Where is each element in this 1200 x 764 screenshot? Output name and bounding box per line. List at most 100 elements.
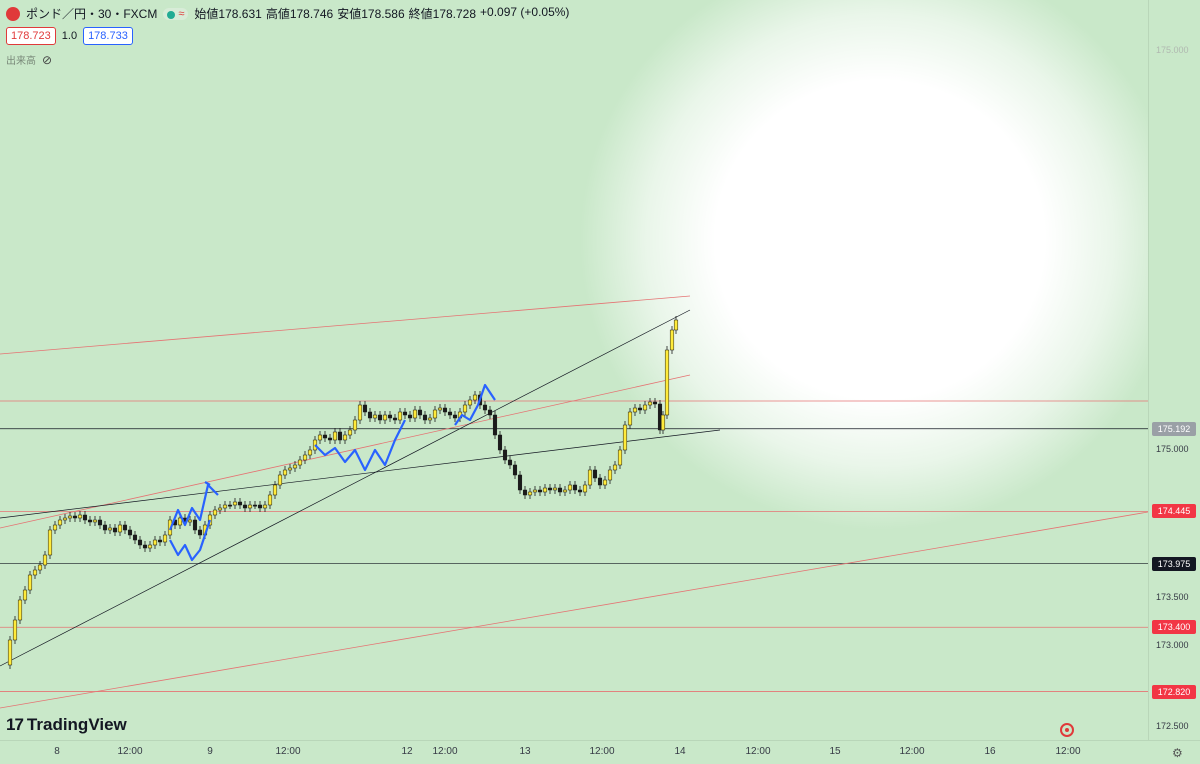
candle-body	[247, 504, 253, 509]
candle-body	[282, 469, 288, 476]
candle-body	[342, 434, 348, 441]
price-axis[interactable]	[1148, 0, 1200, 740]
candle-body	[337, 431, 343, 441]
candle-body	[217, 507, 223, 511]
candle-body	[652, 401, 658, 405]
market-open-icon	[167, 10, 176, 19]
time-tick: 12:00	[432, 746, 458, 757]
candle-body	[492, 414, 498, 436]
candle-body	[252, 504, 258, 507]
candle-body	[77, 514, 83, 519]
price-label: 173.975	[1152, 556, 1196, 571]
candle-body	[412, 409, 418, 419]
candle-body	[192, 519, 198, 531]
candle-body	[227, 504, 233, 507]
candle-body	[97, 519, 103, 526]
low-label: 安値	[337, 7, 362, 21]
candle-body	[7, 639, 13, 666]
candle-body	[664, 349, 670, 416]
candle-body	[572, 484, 578, 491]
candle-body	[112, 527, 118, 533]
candle-body	[592, 469, 598, 479]
time-tick: 12	[401, 746, 413, 757]
eye-hidden-icon[interactable]: ⊘	[42, 52, 53, 67]
candle-body	[547, 487, 553, 491]
candle-body	[432, 409, 438, 419]
candle-body	[87, 519, 93, 523]
candle-body	[117, 524, 123, 533]
candle-body	[122, 524, 128, 531]
candle-body	[507, 459, 513, 466]
candle-body	[372, 414, 378, 419]
candle-body	[427, 417, 433, 421]
candle-body	[127, 529, 133, 536]
candle-body	[422, 414, 428, 421]
open-label: 始値	[194, 7, 219, 21]
sell-button[interactable]: 178.723	[6, 27, 56, 45]
candle-body	[212, 509, 218, 516]
candle-body	[177, 517, 183, 526]
candle-body	[237, 501, 243, 506]
candle-body	[42, 554, 48, 566]
spread-value: 1.0	[61, 30, 78, 42]
candle-body	[472, 394, 478, 401]
buy-button[interactable]: 178.733	[83, 27, 133, 45]
high-value: 178.746	[289, 7, 334, 21]
blue-zigzag-3	[454, 383, 496, 426]
candle-body	[407, 414, 413, 419]
chart-area[interactable]	[0, 0, 1148, 740]
candle-body	[502, 449, 508, 461]
target-icon[interactable]	[1060, 723, 1074, 737]
candle-body	[232, 501, 238, 506]
candle-body	[377, 414, 383, 421]
close-label: 終値	[408, 7, 433, 21]
market-status-badge[interactable]: ≈	[163, 7, 189, 20]
candle-body	[447, 411, 453, 416]
candle-body	[32, 569, 38, 576]
price-label: 172.820	[1152, 684, 1196, 699]
candle-body	[322, 434, 328, 439]
high-label: 高値	[265, 7, 290, 21]
candle-body	[72, 515, 78, 519]
blue-arrow-head-1	[204, 481, 211, 486]
candle-body	[417, 409, 423, 416]
candle-body	[157, 539, 163, 543]
symbol-title[interactable]: ポンド／円・30・FXCM	[26, 7, 158, 21]
candle-body	[402, 411, 408, 416]
candle-body	[317, 434, 323, 441]
candle-body	[347, 429, 353, 436]
candle-body	[17, 599, 23, 621]
price-tick: 175.000	[1156, 444, 1189, 454]
candle-body	[437, 407, 443, 411]
ohlc-legend: 始値178.631 高値178.746 安値178.586 終値178.728 …	[194, 5, 569, 22]
candle-body	[527, 491, 533, 496]
price-tick: 172.500	[1156, 721, 1189, 731]
candle-body	[307, 449, 313, 456]
time-tick: 15	[829, 746, 841, 757]
candle-body	[582, 484, 588, 493]
volume-legend: 出来高 ⊘	[6, 52, 53, 68]
candle-body	[277, 474, 283, 486]
candle-body	[660, 414, 666, 431]
candle-body	[562, 489, 568, 493]
candle-body	[467, 399, 473, 406]
time-axis[interactable]	[0, 740, 1200, 764]
candle-body	[107, 527, 113, 531]
time-tick: 13	[519, 746, 531, 757]
candle-body	[522, 489, 528, 496]
candle-body	[647, 401, 653, 406]
candle-body	[587, 469, 593, 486]
trade-panel: 178.723 1.0 178.733	[6, 27, 133, 45]
candle-body	[577, 489, 583, 493]
price-label: 174.445	[1152, 504, 1196, 519]
gear-icon[interactable]: ⚙	[1172, 746, 1183, 760]
low-value: 178.586	[361, 7, 405, 21]
candle-body	[262, 504, 268, 509]
time-tick: 12:00	[117, 746, 143, 757]
candle-body	[332, 431, 338, 441]
candle-body	[542, 487, 548, 493]
candle-body	[532, 489, 538, 493]
candle-body	[642, 404, 648, 411]
candle-body	[632, 407, 638, 413]
chart-plot[interactable]	[0, 0, 1148, 740]
